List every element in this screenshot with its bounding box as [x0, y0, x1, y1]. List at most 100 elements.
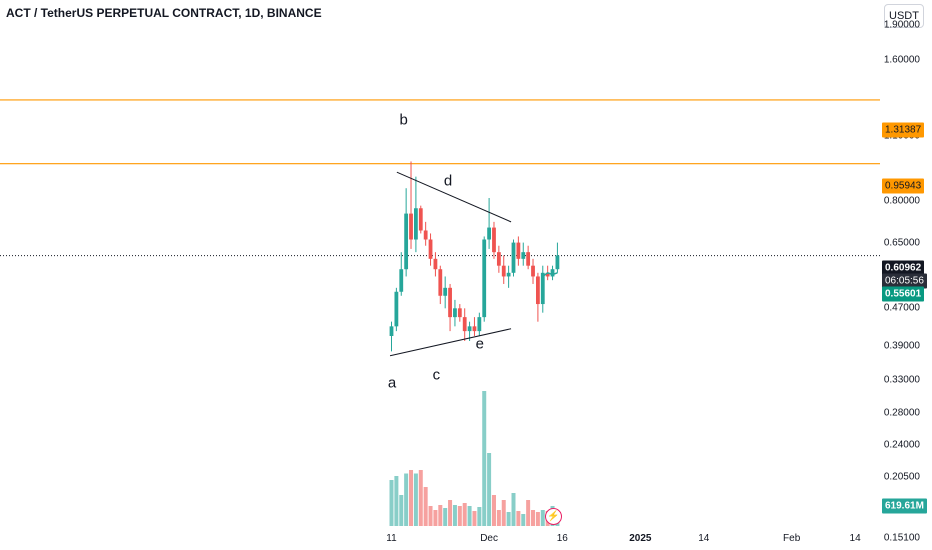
currency-button[interactable]: USDT	[884, 4, 924, 28]
candle-body	[453, 308, 457, 318]
price-axis-tick: 1.90000	[883, 19, 920, 31]
candle-body	[443, 287, 448, 296]
moving-average-line	[542, 271, 558, 278]
candle-body	[409, 213, 413, 240]
volume-bar	[531, 510, 536, 526]
candle-body	[492, 227, 496, 253]
candle-body	[516, 242, 521, 259]
candle-body	[540, 272, 545, 305]
price-axis-tick: 0.80000	[883, 195, 920, 206]
candle-body	[462, 317, 467, 332]
volume-bar	[413, 473, 418, 526]
time-axis-tick: 14	[849, 533, 861, 544]
candle-body	[482, 239, 487, 318]
volume-bar	[389, 480, 394, 526]
wave-label-b: b	[399, 111, 408, 129]
volume-bar	[516, 511, 521, 526]
price-axis-tick: 2.20000	[884, 0, 920, 1]
candle-body	[418, 208, 423, 231]
trendline	[389, 328, 512, 357]
time-axis-tick: 2025	[629, 533, 652, 544]
volume-bar	[511, 493, 516, 526]
volume-bar	[526, 500, 531, 526]
volume-bar	[448, 500, 453, 526]
volume-bar	[409, 470, 414, 526]
candle-body	[531, 265, 535, 277]
volume-bar	[540, 510, 545, 526]
wave-label-a: a	[387, 374, 397, 392]
volume-bar	[477, 507, 482, 526]
price-axis-tick: 0.39000	[883, 340, 920, 352]
volume-bar	[487, 453, 492, 526]
candle-body	[404, 213, 409, 270]
countdown-tag: 06:05:56	[882, 273, 927, 289]
lightning-icon[interactable]: ⚡	[545, 508, 562, 525]
volume-bar	[399, 495, 404, 526]
ma-value-tag: 0.55601	[882, 286, 925, 302]
volume-bar	[418, 470, 423, 526]
trendline	[396, 171, 512, 223]
time-axis-tick: Dec	[480, 533, 498, 544]
level-price-tag-high: 1.31387	[882, 122, 925, 138]
price-axis-tick: 0.15100	[883, 532, 920, 544]
volume-bar	[433, 510, 438, 526]
price-axis-tick: 0.20500	[883, 471, 920, 482]
time-axis-tick: 16	[556, 533, 568, 544]
price-axis-tick: 0.24000	[883, 439, 920, 451]
price-axis-tick: 0.65000	[883, 237, 920, 249]
chart-plot-area[interactable]	[0, 0, 880, 550]
candle-body	[399, 269, 404, 292]
volume-bar	[496, 510, 501, 526]
volume-value-tag: 619.61M	[882, 498, 927, 514]
volume-bar	[501, 500, 506, 526]
volume-bar	[457, 506, 462, 526]
candle-body	[511, 242, 516, 273]
candle-body	[448, 287, 452, 318]
candle-body	[536, 276, 540, 305]
candle-body	[394, 291, 399, 327]
volume-bar	[482, 391, 487, 526]
wave-label-c: c	[432, 366, 441, 384]
candle-body	[414, 208, 418, 240]
wave-label-d: d	[443, 172, 453, 190]
candle-body	[506, 272, 511, 277]
chart-title: ACT / TetherUS PERPETUAL CONTRACT, 1D, B…	[6, 6, 322, 20]
time-axis-tick: Feb	[783, 533, 801, 544]
price-axis-tick: 0.47000	[883, 302, 920, 314]
candle-body	[487, 227, 491, 240]
candle-body	[472, 326, 477, 332]
volume-bar	[438, 505, 443, 526]
candle-body	[550, 269, 555, 277]
volume-bar	[452, 505, 457, 526]
candle-body	[457, 308, 462, 318]
trendlines	[389, 171, 512, 357]
candle-body	[545, 272, 550, 277]
candle-body	[477, 317, 482, 332]
time-axis-tick: 11	[386, 533, 397, 544]
candle-body	[423, 230, 428, 240]
candle-body	[389, 326, 394, 337]
volume-bar	[423, 487, 428, 526]
candle-body	[433, 258, 438, 270]
candle-body	[501, 265, 506, 277]
volume-bar	[404, 473, 409, 526]
horizontal-levels	[0, 99, 880, 165]
volume-bar	[506, 512, 511, 526]
wave-label-e: e	[475, 335, 484, 353]
level-price-tag-low: 0.95943	[882, 178, 925, 194]
candle-body	[526, 252, 531, 266]
candle-body	[428, 239, 433, 259]
price-axis-tick: 0.33000	[883, 374, 920, 386]
volume-bar	[428, 506, 433, 526]
time-axis-tick: 14	[698, 533, 710, 544]
candle-body	[521, 252, 526, 259]
price-axis-tick: 0.28000	[883, 407, 920, 419]
volume-bar	[472, 511, 477, 526]
candle-body	[496, 252, 501, 266]
volume-bar	[462, 503, 467, 526]
candle-body	[467, 326, 472, 332]
candle-body	[438, 269, 443, 296]
price-axis-tick: 1.60000	[883, 54, 920, 66]
candlesticks	[389, 161, 560, 352]
volume-bar	[535, 512, 540, 526]
